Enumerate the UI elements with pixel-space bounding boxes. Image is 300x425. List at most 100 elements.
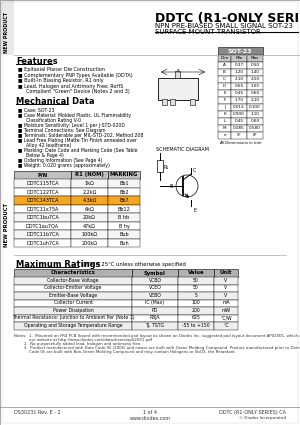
Text: 2.  No purposefully added lead, halogen and antimony free.: 2. No purposefully added lead, halogen a…	[14, 342, 141, 346]
Bar	[231, 69, 247, 76]
Bar	[132, 277, 178, 284]
Text: Maximum Ratings: Maximum Ratings	[16, 260, 101, 269]
Text: 200: 200	[192, 308, 200, 313]
Text: J: J	[224, 105, 225, 109]
Text: V: V	[224, 278, 228, 283]
Bar	[71, 204, 108, 213]
Bar	[14, 292, 132, 300]
Bar	[108, 179, 140, 187]
Bar	[0, 75, 13, 365]
Bar	[14, 179, 71, 187]
Text: Min: Min	[236, 56, 243, 60]
Bar	[71, 196, 108, 204]
Text: ■ Marking: Date Code and Marking Code (See Table: ■ Marking: Date Code and Marking Code (S…	[18, 147, 137, 153]
Bar	[247, 111, 263, 118]
Bar	[108, 230, 140, 238]
Bar	[231, 97, 247, 104]
Text: ■ Moisture Sensitivity: Level 1 per J-STD-020D: ■ Moisture Sensitivity: Level 1 per J-ST…	[18, 122, 125, 128]
Bar	[178, 284, 214, 292]
Bar	[14, 300, 132, 307]
Text: 0.60: 0.60	[250, 119, 260, 123]
Text: Operating and Storage Temperature Range: Operating and Storage Temperature Range	[24, 323, 122, 328]
Text: Bb7: Bb7	[119, 198, 129, 203]
Text: Collector-Emitter Voltage: Collector-Emitter Voltage	[44, 285, 102, 290]
Text: IC (Max): IC (Max)	[146, 300, 165, 305]
Bar	[71, 238, 108, 247]
Text: 2.10: 2.10	[250, 98, 260, 102]
Text: SOT-23: SOT-23	[228, 49, 252, 54]
Text: ■ Terminal Connections: See Diagram: ■ Terminal Connections: See Diagram	[18, 128, 106, 133]
Bar	[158, 78, 198, 100]
Text: 0.100: 0.100	[249, 105, 261, 109]
Bar	[218, 111, 231, 118]
Bar	[218, 62, 231, 69]
Text: VCEO: VCEO	[148, 285, 161, 290]
Bar	[214, 300, 238, 307]
Bar	[175, 71, 180, 78]
Text: www.diodes.com: www.diodes.com	[129, 416, 171, 421]
Bar	[178, 314, 214, 322]
Text: SURFACE MOUNT TRANSISTOR: SURFACE MOUNT TRANSISTOR	[155, 29, 261, 35]
Text: 50: 50	[193, 278, 199, 283]
Text: 2.10: 2.10	[235, 77, 244, 81]
Text: ■ Terminals: Solderable per MIL-STD-202, Method 208: ■ Terminals: Solderable per MIL-STD-202,…	[18, 133, 143, 138]
Text: F: F	[223, 98, 226, 102]
Text: DDTC115TCA: DDTC115TCA	[26, 181, 59, 186]
Bar	[218, 76, 231, 83]
Bar	[231, 90, 247, 97]
Bar	[14, 170, 71, 179]
Text: Below & Page 4): Below & Page 4)	[20, 153, 64, 158]
Text: Classification Rating V-0: Classification Rating V-0	[20, 117, 81, 122]
Text: 0.50: 0.50	[250, 63, 260, 67]
Text: DDTC (R1-ONLY SERIES) CA: DDTC (R1-ONLY SERIES) CA	[155, 12, 300, 25]
Text: C: C	[193, 168, 196, 173]
Bar	[218, 83, 231, 90]
Bar	[14, 277, 132, 284]
Text: 625: 625	[192, 315, 200, 320]
Bar	[218, 132, 231, 139]
Text: DDTC1uh7CA: DDTC1uh7CA	[26, 241, 59, 246]
Bar	[218, 104, 231, 111]
Bar	[218, 125, 231, 132]
Text: Buh: Buh	[119, 241, 129, 246]
Text: Characteristics: Characteristics	[51, 270, 95, 275]
Text: 4.3kΩ: 4.3kΩ	[82, 198, 97, 203]
Bar	[71, 230, 108, 238]
Bar	[214, 269, 238, 277]
Bar	[178, 269, 214, 277]
Bar	[247, 83, 263, 90]
Text: 100: 100	[192, 300, 200, 305]
Bar	[14, 284, 132, 292]
Bar	[132, 292, 178, 300]
Bar	[247, 69, 263, 76]
Bar	[178, 300, 214, 307]
Text: Bb12: Bb12	[118, 207, 130, 212]
Text: 47kΩ: 47kΩ	[83, 224, 96, 229]
Bar	[132, 284, 178, 292]
Bar	[231, 118, 247, 125]
Text: Bub: Bub	[119, 232, 129, 237]
Text: Collector Current: Collector Current	[54, 300, 92, 305]
Text: 1.05: 1.05	[250, 84, 260, 88]
Bar	[247, 62, 263, 69]
Text: DDTC11x75A: DDTC11x75A	[26, 207, 59, 212]
Bar	[71, 170, 108, 179]
Text: VEBO: VEBO	[148, 293, 161, 298]
Bar	[247, 55, 263, 62]
Text: Bb2: Bb2	[119, 190, 129, 195]
Bar	[231, 111, 247, 118]
Text: ■ Built-In Biasing Resistor, R1 only: ■ Built-In Biasing Resistor, R1 only	[18, 78, 103, 83]
Text: Collector-Base Voltage: Collector-Base Voltage	[47, 278, 99, 283]
Bar	[214, 284, 238, 292]
Text: @TA = 25°C unless otherwise specified: @TA = 25°C unless otherwise specified	[82, 262, 186, 267]
Text: ■ Ordering Information (See Page 4): ■ Ordering Information (See Page 4)	[18, 158, 103, 162]
Bar	[214, 292, 238, 300]
Text: mA: mA	[222, 300, 230, 305]
Text: E: E	[193, 208, 196, 213]
Bar	[71, 187, 108, 196]
Bar	[108, 196, 140, 204]
Text: 100kΩ: 100kΩ	[82, 232, 98, 237]
Bar	[218, 55, 231, 62]
Text: ■ Lead, Halogen and Antimony Free; RoHS: ■ Lead, Halogen and Antimony Free; RoHS	[18, 83, 123, 88]
Text: ■ Case Material: Molded Plastic. UL Flammability: ■ Case Material: Molded Plastic. UL Flam…	[18, 113, 131, 117]
